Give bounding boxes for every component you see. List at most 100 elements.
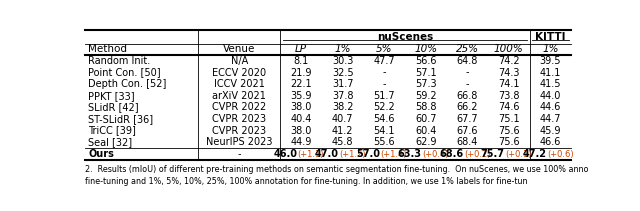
Text: 66.2: 66.2 [456,102,478,112]
Text: (+0.1): (+0.1) [506,150,532,159]
Text: 62.9: 62.9 [415,137,436,147]
Text: fine-tuning and 1%, 5%, 10%, 25%, 100% annotation for fine-tuning. In addition, : fine-tuning and 1%, 5%, 10%, 25%, 100% a… [85,177,527,186]
Text: 30.3: 30.3 [332,56,353,66]
Text: 41.1: 41.1 [540,68,561,78]
Text: 41.2: 41.2 [332,126,353,136]
Text: 1%: 1% [542,44,559,54]
Text: Method: Method [88,44,127,54]
Text: 25%: 25% [456,44,479,54]
Text: 55.6: 55.6 [373,137,395,147]
Text: 73.8: 73.8 [498,91,520,101]
Text: 64.8: 64.8 [456,56,478,66]
Text: 75.6: 75.6 [498,126,520,136]
Text: 51.7: 51.7 [373,91,395,101]
Text: 38.2: 38.2 [332,102,353,112]
Text: TriCC [39]: TriCC [39] [88,126,136,136]
Text: 57.3: 57.3 [415,79,436,89]
Text: CVPR 2022: CVPR 2022 [212,102,266,112]
Text: Random Init.: Random Init. [88,56,150,66]
Text: 52.2: 52.2 [373,102,395,112]
Text: 100%: 100% [494,44,524,54]
Text: 60.4: 60.4 [415,126,436,136]
Text: SLidR [42]: SLidR [42] [88,102,139,112]
Text: 74.3: 74.3 [498,68,520,78]
Text: Point Con. [50]: Point Con. [50] [88,68,161,78]
Text: 1%: 1% [335,44,351,54]
Text: 58.8: 58.8 [415,102,436,112]
Text: 47.0: 47.0 [315,149,339,159]
Text: 31.7: 31.7 [332,79,353,89]
Text: (+1.4): (+1.4) [381,150,407,159]
Text: (+0.4): (+0.4) [422,150,449,159]
Text: 60.7: 60.7 [415,114,436,124]
Text: Venue: Venue [223,44,255,54]
Text: 35.9: 35.9 [291,91,312,101]
Text: 45.9: 45.9 [540,126,561,136]
Text: 44.9: 44.9 [291,137,312,147]
Text: 47.7: 47.7 [373,56,395,66]
Text: -: - [383,79,386,89]
Text: NeurIPS 2023: NeurIPS 2023 [206,137,273,147]
Text: PPKT [33]: PPKT [33] [88,91,135,101]
Text: Seal [32]: Seal [32] [88,137,132,147]
Text: 46.6: 46.6 [540,137,561,147]
Text: 10%: 10% [414,44,437,54]
Text: 41.5: 41.5 [540,79,561,89]
Text: 74.1: 74.1 [498,79,520,89]
Text: -: - [465,79,469,89]
Text: 44.6: 44.6 [540,102,561,112]
Text: 47.2: 47.2 [522,149,547,159]
Text: (+1.1): (+1.1) [298,150,324,159]
Text: -: - [237,149,241,159]
Text: 63.3: 63.3 [397,149,422,159]
Text: ECCV 2020: ECCV 2020 [212,68,266,78]
Text: LP: LP [295,44,307,54]
Text: 75.6: 75.6 [498,137,520,147]
Text: 39.5: 39.5 [540,56,561,66]
Text: 40.4: 40.4 [291,114,312,124]
Text: ST-SLidR [36]: ST-SLidR [36] [88,114,154,124]
Text: -: - [383,68,386,78]
Text: Ours: Ours [88,149,115,159]
Text: 38.0: 38.0 [291,126,312,136]
Text: nuScenes: nuScenes [377,32,433,42]
Text: 40.7: 40.7 [332,114,353,124]
Text: arXiV 2021: arXiV 2021 [212,91,266,101]
Text: 67.7: 67.7 [456,114,478,124]
Text: 44.7: 44.7 [540,114,561,124]
Text: 68.4: 68.4 [456,137,478,147]
Text: 74.6: 74.6 [498,102,520,112]
Text: 8.1: 8.1 [294,56,308,66]
Text: 54.1: 54.1 [373,126,395,136]
Text: 5%: 5% [376,44,392,54]
Text: 38.0: 38.0 [291,102,312,112]
Text: ICCV 2021: ICCV 2021 [214,79,264,89]
Text: 57.0: 57.0 [356,149,380,159]
Text: (+0.2): (+0.2) [464,150,490,159]
Text: 22.1: 22.1 [291,79,312,89]
Text: 21.9: 21.9 [291,68,312,78]
Text: 57.1: 57.1 [415,68,436,78]
Text: -: - [465,68,469,78]
Text: 66.8: 66.8 [456,91,478,101]
Text: 67.6: 67.6 [456,126,478,136]
Text: CVPR 2023: CVPR 2023 [212,114,266,124]
Text: 59.2: 59.2 [415,91,436,101]
Text: 75.7: 75.7 [481,149,505,159]
Text: 45.8: 45.8 [332,137,353,147]
Text: 32.5: 32.5 [332,68,353,78]
Text: 75.1: 75.1 [498,114,520,124]
Text: 2.  Results (mIoU) of different pre-training methods on semantic segmentation fi: 2. Results (mIoU) of different pre-train… [85,165,588,174]
Text: 37.8: 37.8 [332,91,353,101]
Text: (+1.2): (+1.2) [339,150,365,159]
Text: KITTI: KITTI [535,32,566,42]
Text: CVPR 2023: CVPR 2023 [212,126,266,136]
Text: 74.2: 74.2 [498,56,520,66]
Text: 56.6: 56.6 [415,56,436,66]
Text: 54.6: 54.6 [373,114,395,124]
Text: 46.0: 46.0 [273,149,297,159]
Text: (+0.6): (+0.6) [547,150,573,159]
Text: 68.6: 68.6 [439,149,463,159]
Text: 44.0: 44.0 [540,91,561,101]
Text: N/A: N/A [230,56,248,66]
